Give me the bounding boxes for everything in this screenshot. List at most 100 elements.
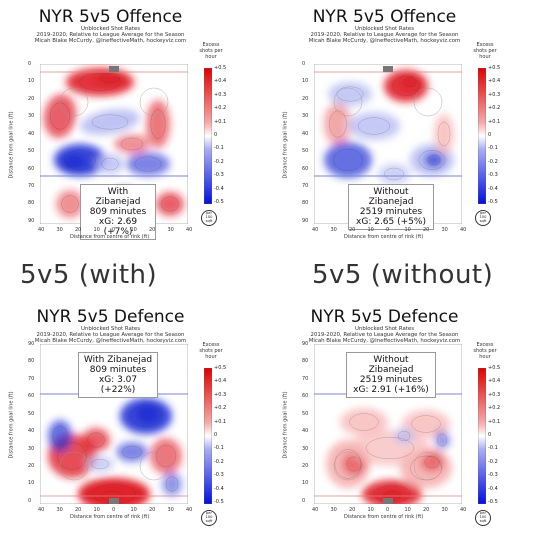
contour-line — [91, 114, 129, 130]
faceoff-circle — [139, 87, 169, 117]
heatmap-cell — [82, 428, 110, 452]
x-tick-label: 40 — [312, 507, 319, 513]
colorbar-tick: -0.4 — [214, 485, 224, 492]
y-tick-label: 40 — [28, 428, 35, 435]
section-label-without: 5v5 (without) — [312, 260, 494, 290]
colorbar-tick: -0.3 — [214, 172, 224, 179]
contour-line — [411, 415, 441, 433]
contour-line — [437, 121, 451, 147]
x-tick-label: 20 — [149, 507, 156, 513]
x-tick-label: 20 — [75, 227, 82, 233]
x-tick-label: 30 — [441, 227, 448, 233]
heatmap-cell — [162, 472, 182, 496]
colorbar-tick: +0.5 — [214, 365, 227, 371]
x-tick-label: 10 — [404, 227, 411, 233]
x-tick-label: 0 — [386, 507, 390, 513]
x-axis-label: Distance from centre of rink (ft) — [344, 234, 424, 240]
unit-badge: per 100 sqft — [201, 210, 217, 226]
colorbar-tick: 0 — [214, 432, 218, 438]
contour-line — [52, 426, 68, 446]
chart-subtitle: Unblocked Shot Rates — [354, 26, 415, 32]
colorbar-tick: +0.4 — [214, 78, 227, 85]
heatmap-rink — [40, 344, 188, 504]
contour-line — [134, 156, 162, 172]
y-tick-label: 30 — [28, 113, 35, 120]
y-tick-label: 20 — [302, 95, 309, 102]
unit-text: sqft — [479, 219, 487, 224]
colorbar-tick: -0.4 — [488, 185, 498, 192]
info-xg: xG: 2.91 (+16%) — [353, 385, 429, 395]
colorbar-tick: -0.3 — [488, 172, 498, 179]
colorbar-tick: +0.4 — [488, 378, 501, 385]
x-tick-label: 30 — [330, 507, 337, 513]
x-axis-label: Distance from centre of rink (ft) — [70, 234, 150, 240]
y-tick-label: 30 — [28, 445, 35, 452]
unit-text: sqft — [205, 519, 213, 524]
y-axis-label: Distance from goal line (ft) — [8, 111, 15, 179]
info-minutes: 2519 minutes — [359, 207, 423, 217]
contour-line — [329, 110, 347, 138]
y-tick-label: 70 — [302, 375, 309, 382]
colorbar-tick: +0.3 — [488, 91, 501, 98]
faceoff-circle — [59, 87, 89, 117]
info-minutes: 2519 minutes — [359, 375, 423, 385]
y-tick-label: 20 — [302, 462, 309, 469]
goal-net — [109, 498, 119, 504]
heatmap-cell — [62, 154, 86, 170]
x-tick-label: 10 — [404, 507, 411, 513]
contour-line — [424, 455, 440, 469]
y-axis-label: Distance from goal line (ft) — [282, 391, 289, 459]
colorbar-tick: +0.2 — [488, 105, 501, 112]
colorbar-tick: -0.5 — [488, 199, 498, 205]
contour-line — [418, 150, 446, 170]
info-label: Without Zibanejad — [368, 355, 414, 375]
x-tick-label: 30 — [330, 227, 337, 233]
contour-line — [403, 77, 417, 87]
x-tick-label: 30 — [167, 227, 174, 233]
faceoff-circle — [413, 451, 443, 481]
colorbar-title: Excess shots per hour — [473, 342, 497, 360]
contour-line — [358, 117, 390, 135]
y-tick-label: 10 — [28, 480, 35, 487]
info-box: Without Zibanejad 2519 minutes xG: 2.65 … — [348, 184, 434, 230]
contour-line — [61, 195, 79, 213]
colorbar-title: Excess shots per hour — [199, 342, 223, 360]
x-tick-label: 20 — [149, 227, 156, 233]
unit-text: per — [480, 211, 486, 215]
faceoff-circle — [139, 451, 169, 481]
heatmap-cell — [150, 438, 182, 474]
info-box: With Zibanejad 809 minutes xG: 2.69 (+7%… — [80, 184, 156, 240]
info-minutes: 809 minutes — [89, 207, 147, 217]
contour-line — [57, 442, 87, 470]
info-xg: xG: 2.65 (+5%) — [356, 217, 426, 227]
chart-title: NYR 5v5 Offence — [38, 7, 183, 27]
colorbar-tick: +0.1 — [214, 118, 227, 125]
colorbar — [204, 368, 212, 504]
colorbar-tick: +0.2 — [488, 405, 501, 412]
y-tick-label: 40 — [28, 130, 35, 137]
x-tick-label: 40 — [186, 507, 193, 513]
contour-line — [122, 445, 142, 459]
colorbar-tick: -0.1 — [214, 445, 224, 452]
y-tick-label: 90 — [28, 341, 35, 347]
y-tick-label: 90 — [302, 341, 309, 347]
heatmap-cell — [340, 408, 388, 436]
colorbar-tick: -0.4 — [214, 185, 224, 192]
y-tick-label: 70 — [302, 182, 309, 189]
contour-line — [79, 73, 121, 91]
chart-subtitle: Unblocked Shot Rates — [80, 26, 141, 32]
y-tick-label: 70 — [28, 182, 35, 189]
unit-text: 100 — [479, 515, 487, 520]
chart-subtitle: 2019-2020, Relative to League Average fo… — [310, 32, 459, 38]
heatmap-cell — [378, 164, 410, 184]
contour-line — [384, 167, 404, 181]
faceoff-circle — [333, 87, 363, 117]
chart-title: NYR 5v5 Defence — [310, 307, 459, 327]
y-tick-label: 70 — [28, 375, 35, 382]
colorbar-tick: -0.5 — [214, 499, 224, 505]
y-axis-label: Distance from goal line (ft) — [8, 391, 15, 459]
faceoff-circle — [59, 451, 89, 481]
heatmap-cell — [48, 420, 72, 452]
unit-badge: per 100 sqft — [475, 210, 491, 226]
colorbar-title: Excess shots per hour — [199, 42, 223, 60]
